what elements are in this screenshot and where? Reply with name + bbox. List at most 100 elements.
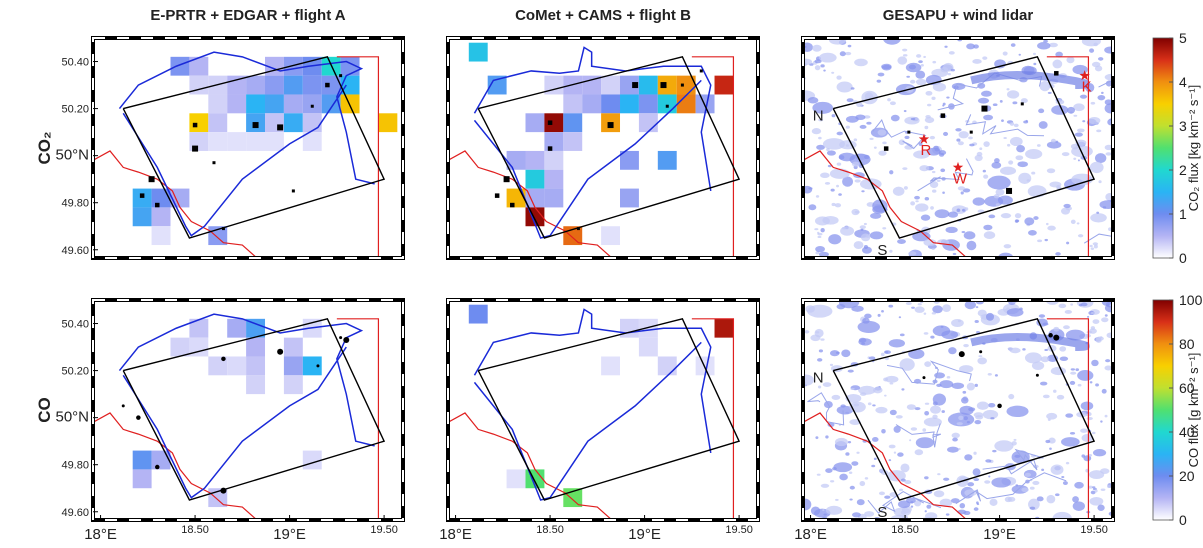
flux-cell xyxy=(246,337,266,357)
texture-blob xyxy=(1090,101,1096,105)
texture-blob xyxy=(931,311,937,315)
texture-blob xyxy=(851,208,860,216)
point-source xyxy=(339,336,343,340)
texture-blob xyxy=(829,363,834,367)
texture-blob xyxy=(1063,325,1070,330)
texture-blob xyxy=(936,383,942,388)
texture-blob xyxy=(826,150,836,156)
texture-blob xyxy=(1045,439,1051,444)
texture-blob xyxy=(818,251,829,257)
texture-blob xyxy=(904,135,910,140)
texture-blob xyxy=(1090,247,1095,250)
texture-blob xyxy=(1002,51,1008,56)
flux-cell xyxy=(601,226,621,246)
texture-blob xyxy=(1043,39,1049,43)
texture-blob xyxy=(1081,434,1094,442)
texture-blob xyxy=(1081,454,1086,458)
texture-blob xyxy=(923,417,942,427)
texture-blob xyxy=(983,231,996,240)
texture-blob xyxy=(999,100,1003,103)
x-tick-label: 18.50 xyxy=(536,524,564,536)
texture-blob xyxy=(1006,88,1010,91)
texture-blob xyxy=(910,201,916,206)
point-source xyxy=(1048,333,1053,338)
flux-cell xyxy=(283,113,303,133)
texture-blob xyxy=(964,454,973,461)
texture-blob xyxy=(1003,244,1012,249)
flux-cell xyxy=(189,113,209,133)
colorbar xyxy=(1152,37,1174,259)
texture-blob xyxy=(889,382,894,385)
texture-blob xyxy=(947,72,951,76)
texture-blob xyxy=(1045,222,1049,226)
texture-blob xyxy=(803,498,812,511)
texture-blob xyxy=(915,200,919,203)
domain-box xyxy=(477,56,741,239)
texture-blob xyxy=(836,162,842,166)
frame-dash xyxy=(447,299,759,521)
texture-blob xyxy=(981,90,992,97)
country-border xyxy=(336,56,380,258)
flux-cell xyxy=(620,318,639,338)
texture-blob xyxy=(1077,383,1082,387)
texture-blob xyxy=(923,238,937,247)
point-source xyxy=(1054,71,1059,76)
texture-blob xyxy=(817,232,823,236)
flight-track xyxy=(122,84,347,237)
flux-cell xyxy=(227,94,247,114)
point-source xyxy=(325,82,330,88)
colorbar-tick-label: 5 xyxy=(1179,30,1187,46)
texture-blob xyxy=(1101,388,1107,394)
texture-blob xyxy=(1056,394,1065,400)
texture-blob xyxy=(1061,152,1070,157)
texture-blob xyxy=(1071,173,1093,186)
texture-blob xyxy=(822,138,846,150)
texture-blob xyxy=(924,196,930,201)
country-border xyxy=(93,412,256,520)
texture-blob xyxy=(1080,428,1088,433)
colorbar-tick-label: 20 xyxy=(1179,468,1195,484)
texture-blob xyxy=(973,412,984,418)
texture-blob xyxy=(947,211,959,218)
texture-blob xyxy=(1083,455,1092,462)
texture-blob xyxy=(859,481,866,487)
texture-blob xyxy=(876,79,882,83)
texture-blob xyxy=(983,141,990,147)
texture-blob xyxy=(836,131,843,136)
texture-blob xyxy=(995,188,1005,196)
texture-blob xyxy=(931,170,936,174)
texture-blob xyxy=(1033,52,1036,56)
map-background xyxy=(448,38,758,258)
flux-cell xyxy=(302,113,322,133)
texture-blob xyxy=(1001,119,1004,122)
point-source xyxy=(221,227,225,231)
texture-blob xyxy=(942,104,945,107)
texture-blob xyxy=(1046,494,1056,504)
flux-cell xyxy=(321,94,341,114)
texture-blob xyxy=(1044,348,1048,352)
texture-blob xyxy=(856,101,863,108)
x-tick-label: 18°E xyxy=(439,526,472,543)
texture-blob xyxy=(838,155,845,160)
texture-blob xyxy=(1101,317,1109,323)
texture-blob xyxy=(1055,140,1059,143)
texture-blob xyxy=(923,55,926,59)
texture-blob xyxy=(900,463,910,473)
y-tick-label: 50.20 xyxy=(61,366,89,378)
texture-blob xyxy=(957,319,962,323)
texture-blob xyxy=(1033,62,1037,66)
country-border xyxy=(93,150,256,258)
texture-blob xyxy=(888,444,896,449)
texture-blob xyxy=(1074,132,1083,137)
texture-blob xyxy=(873,386,883,394)
texture-blob xyxy=(1028,230,1037,236)
texture-blob xyxy=(878,491,885,496)
texture-blob xyxy=(1059,346,1067,352)
texture-blob xyxy=(810,334,821,342)
texture-blob xyxy=(847,44,852,48)
flux-cell xyxy=(227,356,247,376)
texture-blob xyxy=(1051,105,1069,115)
texture-blob xyxy=(987,372,992,376)
texture-blob xyxy=(914,306,925,313)
texture-blob xyxy=(888,459,892,462)
